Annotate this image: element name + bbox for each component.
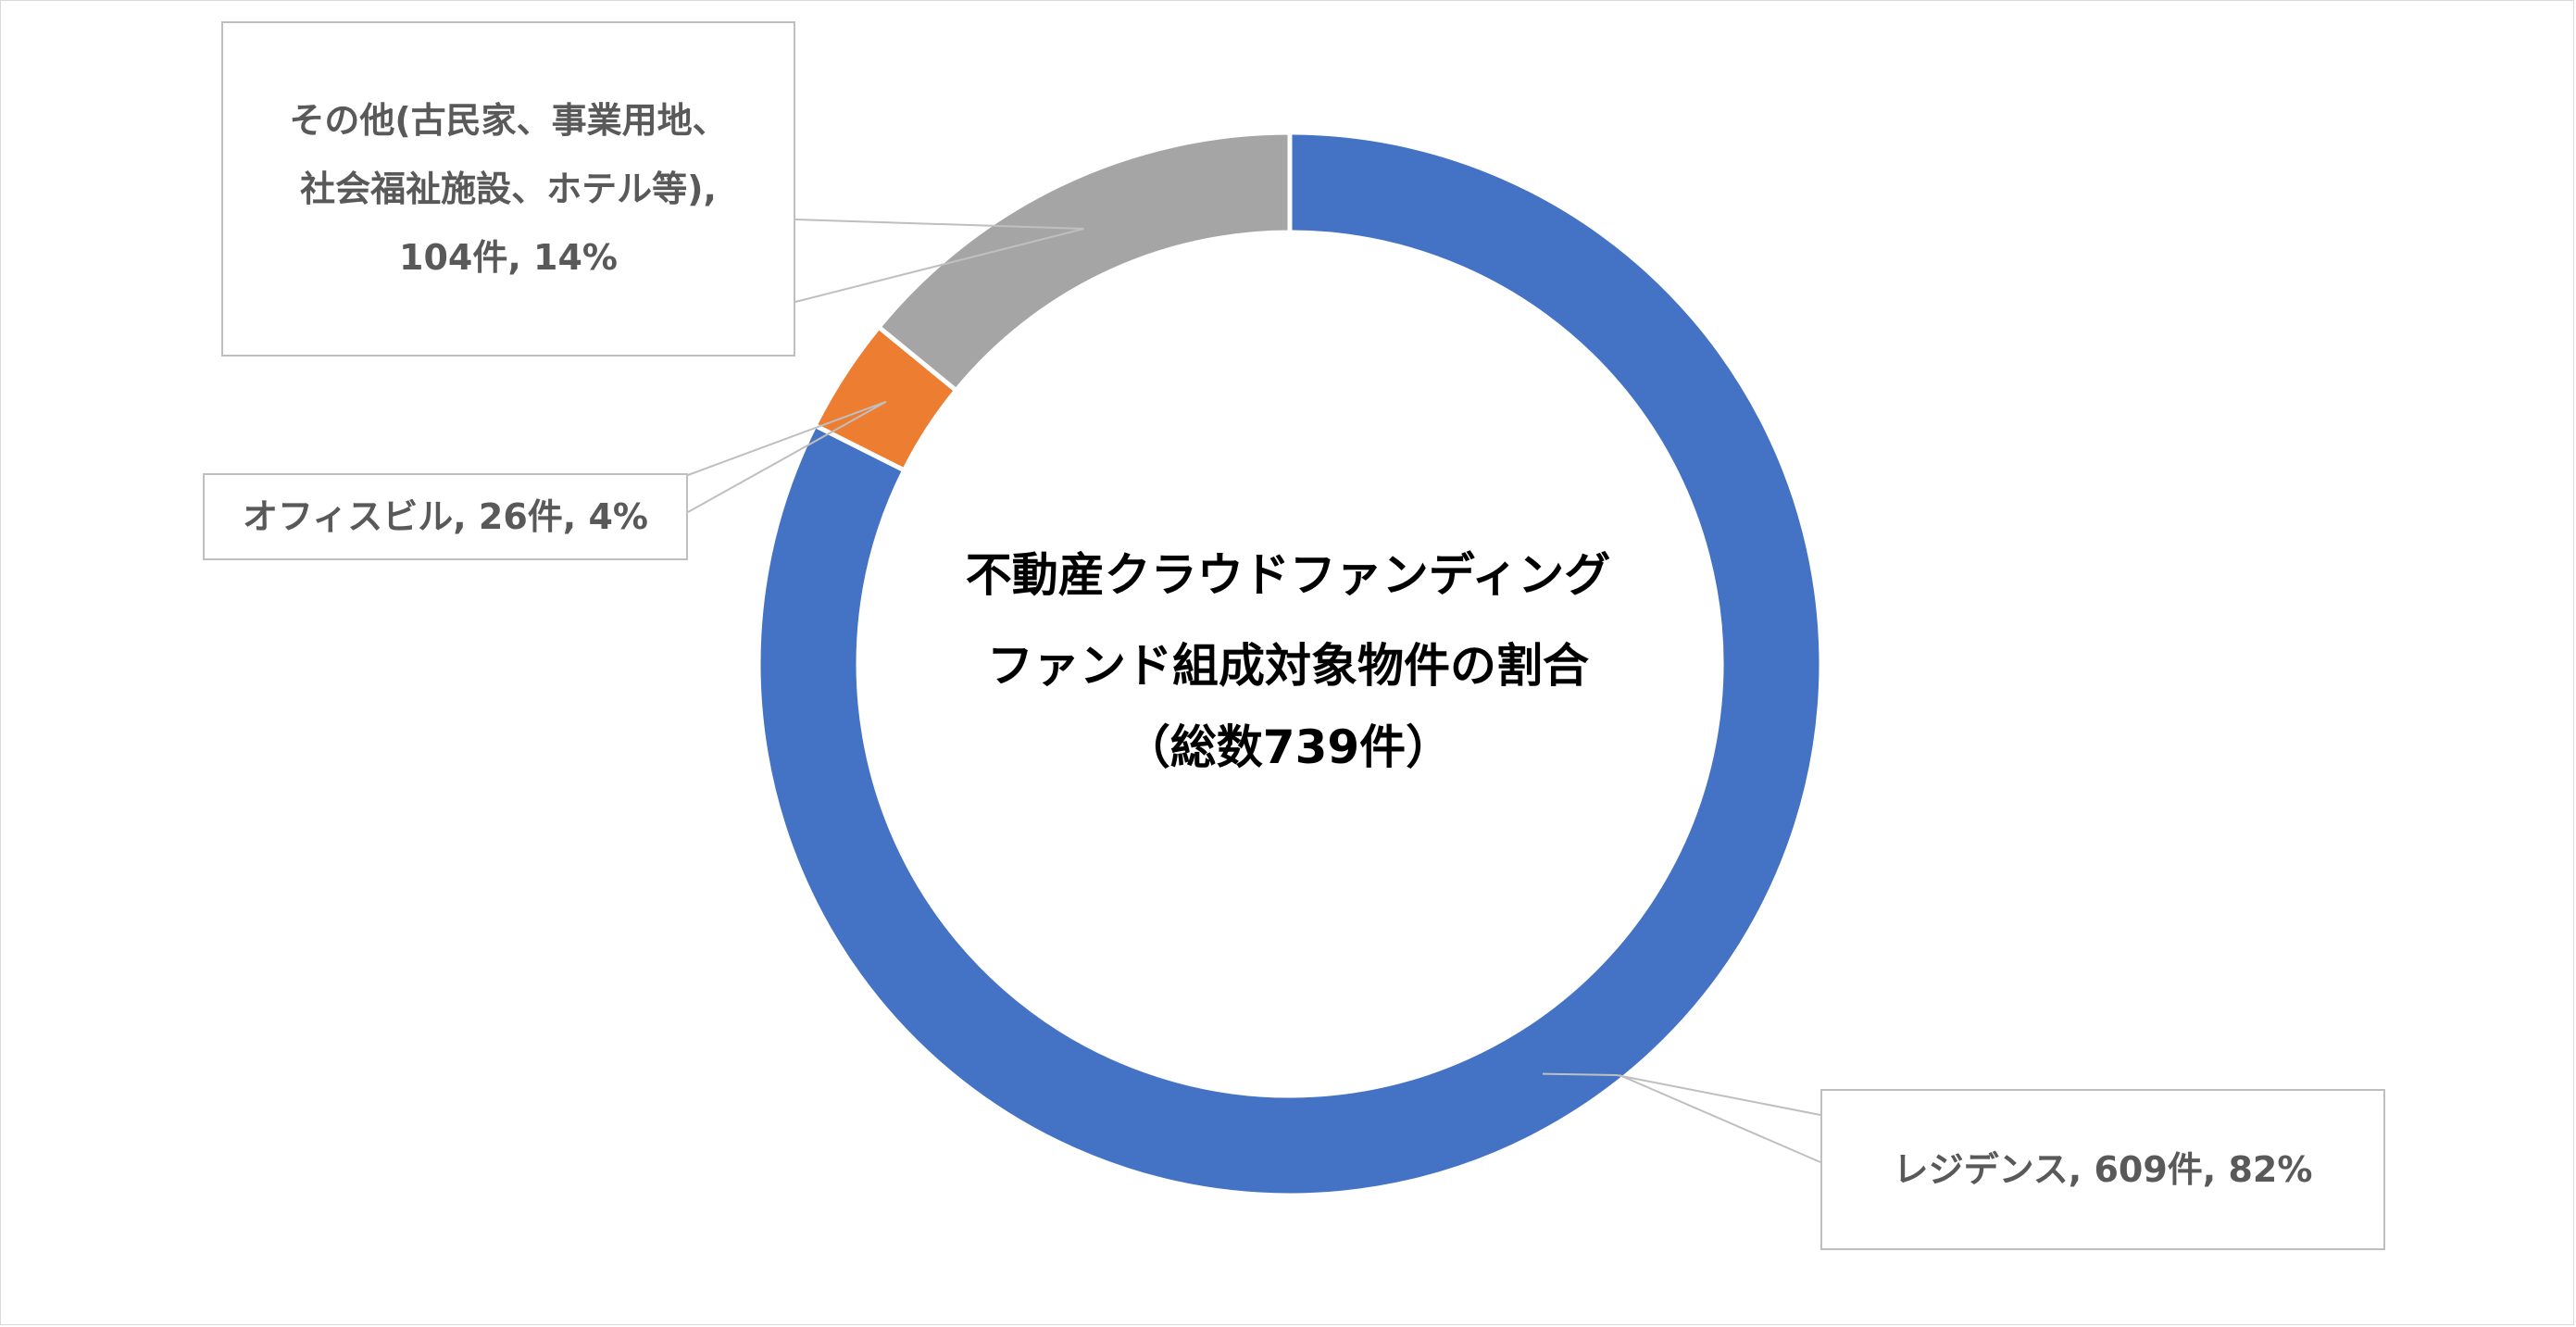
donut-slice-2 [875, 130, 1293, 394]
chart-title-line-1: 不動産クラウドファンディング [965, 548, 1611, 602]
chart-title-line-3: （総数739件） [1123, 720, 1453, 774]
leader-line-2 [687, 400, 887, 476]
data-label-residence: レジデンス, 609件, 82% [1820, 1089, 2385, 1250]
chart-title-line-2: ファンド組成対象物件の割合 [987, 639, 1589, 693]
donut-slice-0 [756, 130, 1824, 1198]
leader-line-5 [794, 228, 1084, 303]
data-label-other-line-3: 104件, 14% [399, 237, 618, 278]
data-label-office-line-1: オフィスビル, 26件, 4% [243, 496, 648, 537]
leader-line-1 [1619, 1074, 1821, 1163]
data-label-other-line-1: その他(古民家、事業用地、 [289, 100, 728, 141]
leader-line-3 [687, 400, 887, 513]
data-label-residence-line-1: レジデンス, 609件, 82% [1893, 1149, 2313, 1190]
data-label-other: その他(古民家、事業用地、 社会福祉施設、ホテル等), 104件, 14% [221, 21, 795, 357]
leader-line-4 [794, 219, 1084, 230]
data-label-other-line-2: 社会福祉施設、ホテル等), [300, 169, 717, 209]
data-label-office: オフィスビル, 26件, 4% [203, 473, 688, 560]
leader-line-0 [1542, 1072, 1821, 1116]
